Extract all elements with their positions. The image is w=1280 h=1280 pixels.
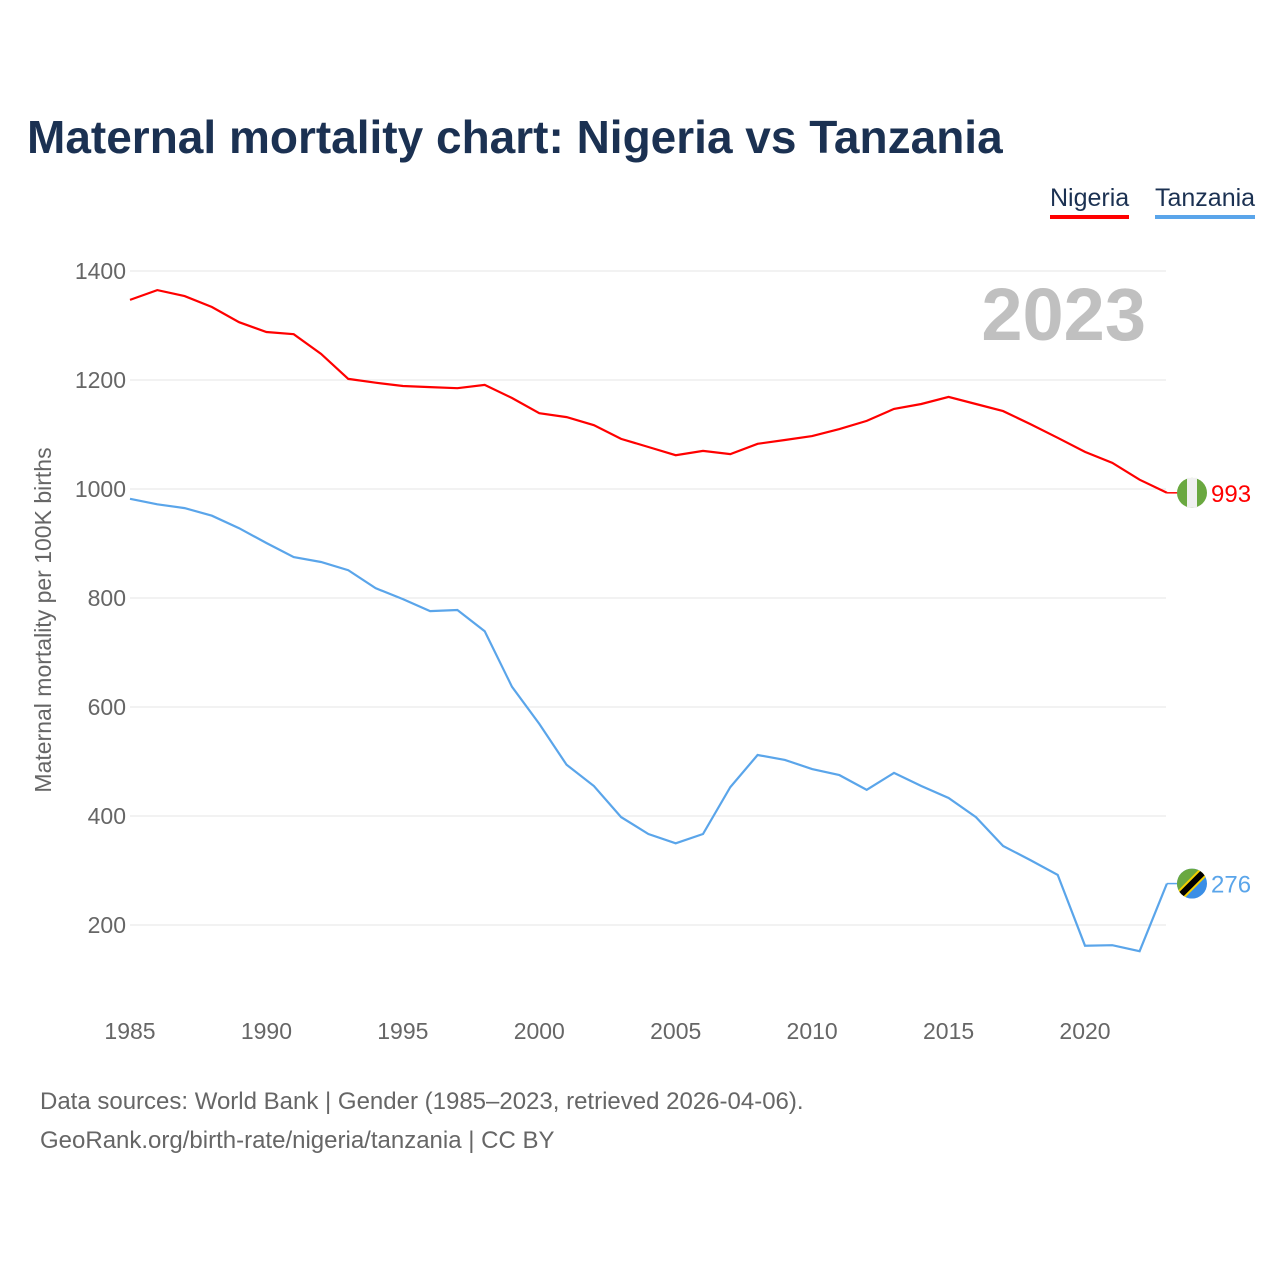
legend-tanzania[interactable]: Tanzania: [1155, 184, 1256, 219]
end-value-label: 993: [1211, 481, 1251, 508]
end-value-label: 276: [1211, 872, 1251, 899]
x-tick-label: 2015: [923, 1018, 974, 1044]
x-tick-label: 2010: [787, 1018, 838, 1044]
y-tick-label: 400: [88, 803, 126, 829]
source-link[interactable]: GeoRank.org/birth-rate/nigeria/tanzania …: [40, 1127, 555, 1154]
series-line-nigeria: [129, 288, 1168, 494]
x-tick-label: 1985: [104, 1018, 155, 1044]
year-watermark: 2023: [981, 273, 1146, 356]
y-tick-label: 600: [88, 694, 126, 720]
legend-nigeria[interactable]: Nigeria: [1050, 184, 1130, 219]
nigeria-flag-icon-band: [1187, 477, 1197, 508]
y-tick-label: 1400: [75, 258, 126, 284]
source-line: Data sources: World Bank | Gender (1985–…: [40, 1088, 804, 1115]
x-tick-label: 2000: [514, 1018, 565, 1044]
series-line-tanzania: [129, 497, 1168, 953]
tanzania-flag-icon: [1177, 868, 1207, 899]
x-tick-label: 2005: [650, 1018, 701, 1044]
x-tick-label: 1990: [241, 1018, 292, 1044]
y-axis-label: Maternal mortality per 100K births: [30, 447, 56, 792]
y-tick-label: 1000: [75, 476, 126, 502]
x-tick-label: 2020: [1059, 1018, 1110, 1044]
x-tick-label: 1995: [377, 1018, 428, 1044]
chart-title: Maternal mortality chart: Nigeria vs Tan…: [27, 111, 1003, 163]
y-tick-label: 800: [88, 585, 126, 611]
y-tick-label: 1200: [75, 367, 126, 393]
y-tick-label: 200: [88, 912, 126, 938]
